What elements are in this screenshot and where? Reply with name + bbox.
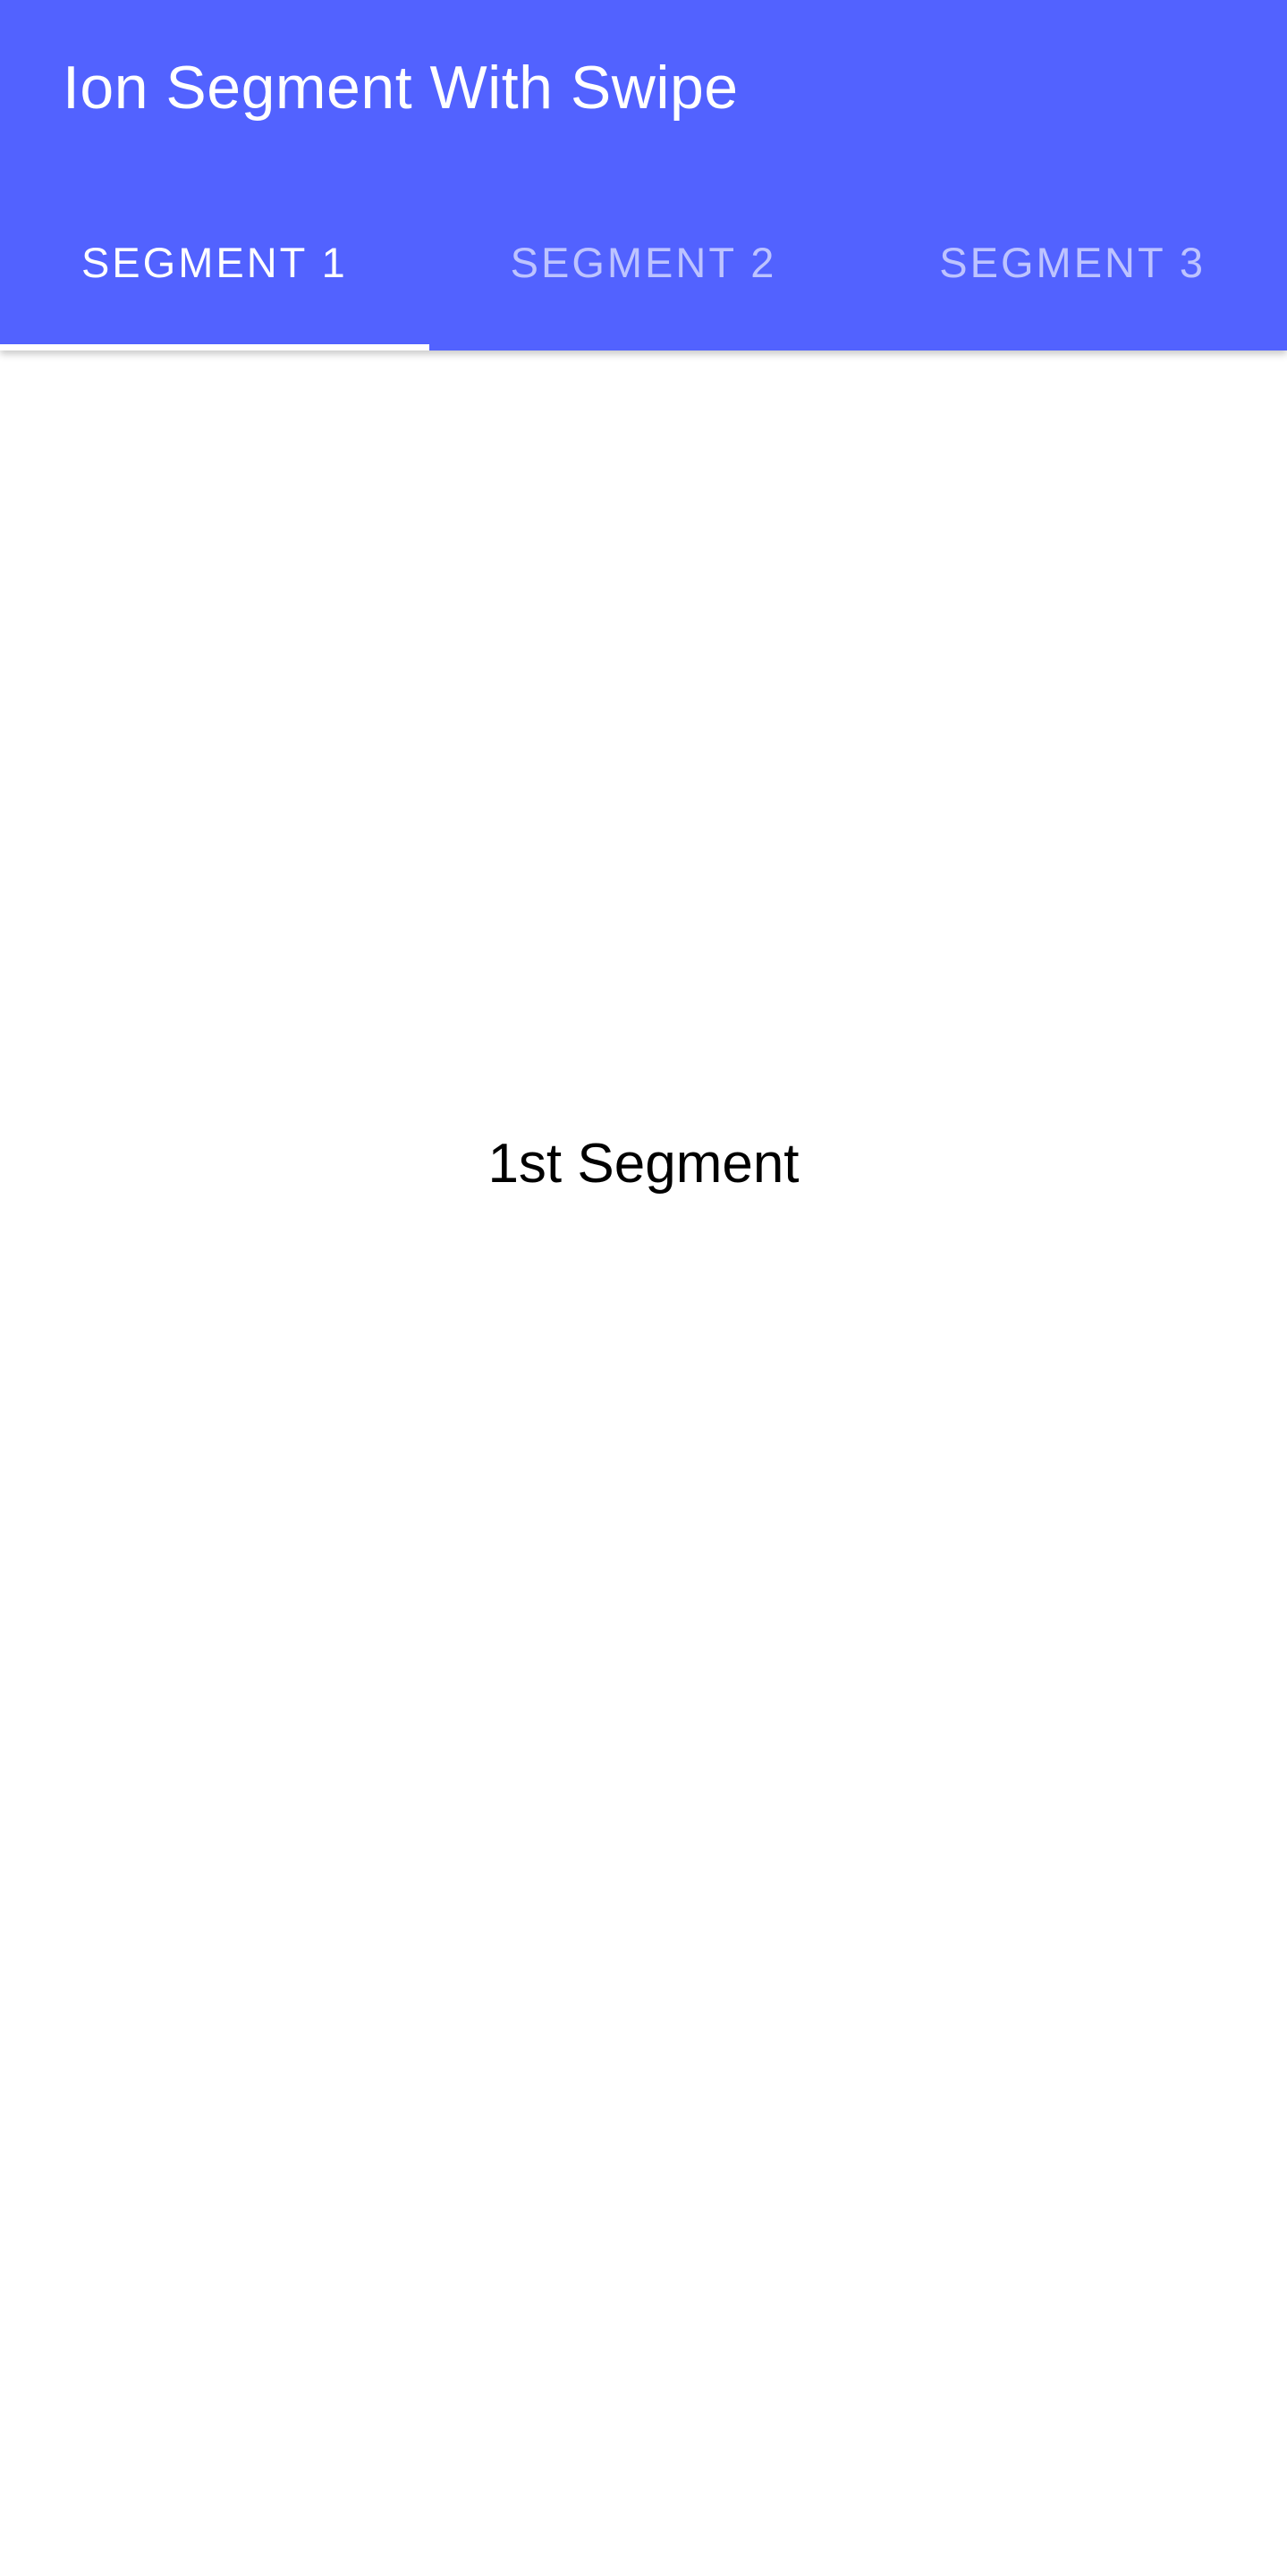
- toolbar: Ion Segment With Swipe: [0, 0, 1287, 179]
- segment-label: SEGMENT 3: [939, 238, 1207, 286]
- segment-label: SEGMENT 2: [510, 238, 777, 286]
- segment-active-indicator: [0, 344, 429, 351]
- segment-indicator: [858, 344, 1287, 351]
- segment-indicator: [429, 344, 859, 351]
- app-header: Ion Segment With Swipe SEGMENT 1 SEGMENT…: [0, 0, 1287, 351]
- segment-button-1[interactable]: SEGMENT 1: [0, 179, 429, 351]
- segment-button-2[interactable]: SEGMENT 2: [429, 179, 859, 351]
- page-title: Ion Segment With Swipe: [63, 54, 739, 122]
- slide-text: 1st Segment: [487, 1133, 800, 1195]
- segment-label: SEGMENT 1: [80, 238, 348, 286]
- segment-button-3[interactable]: SEGMENT 3: [858, 179, 1287, 351]
- swipe-content[interactable]: 1st Segment: [0, 351, 1287, 2576]
- segment-bar: SEGMENT 1 SEGMENT 2 SEGMENT 3: [0, 179, 1287, 351]
